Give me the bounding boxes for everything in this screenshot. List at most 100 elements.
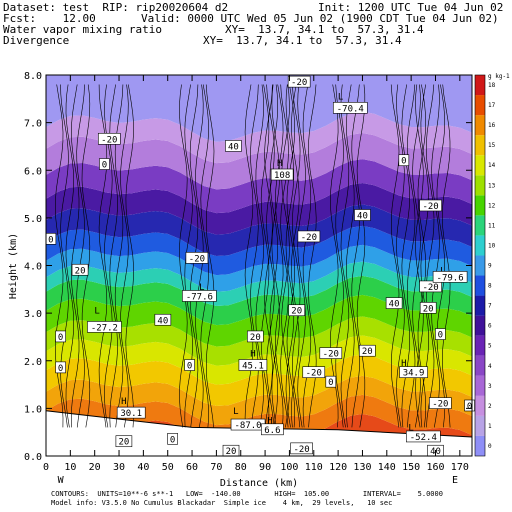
- contour-label: -20: [422, 283, 438, 293]
- contour-label: 0: [467, 402, 472, 412]
- contour-label-box: [302, 366, 326, 378]
- contour-label: -20: [189, 254, 205, 264]
- moisture-band: [46, 375, 472, 426]
- y-tick-label: 3.0: [24, 309, 42, 320]
- extremum-marker: H: [401, 359, 406, 369]
- moisture-band: [46, 294, 472, 347]
- contour-label-box: [185, 252, 209, 264]
- contour-label-box: [332, 102, 368, 114]
- x-tick-label: 110: [305, 462, 323, 473]
- contour-label-box: [55, 361, 66, 374]
- contour-label-box: [297, 230, 321, 243]
- x-tick-label: 50: [162, 462, 174, 473]
- colorbar-label: 9: [488, 263, 492, 270]
- colorbar-swatch: [475, 195, 485, 216]
- cross-section-endpoints-2: XY= 13.7, 34.1 to 57.3, 31.4: [203, 34, 402, 47]
- contour-label-box: [399, 366, 428, 378]
- divergence-contour: [329, 84, 339, 428]
- colorbar-swatch: [475, 155, 485, 176]
- colorbar-swatch: [475, 235, 485, 256]
- x-tick-label: 100: [280, 462, 298, 473]
- x-tick-label: 130: [353, 462, 371, 473]
- colorbar-label: 12: [488, 202, 496, 209]
- contour-label-box: [97, 132, 121, 145]
- contour-label: -27.2: [91, 323, 118, 333]
- contour-label: -79.6: [437, 273, 464, 283]
- contour-label: -20: [422, 202, 438, 212]
- contour-label: -20: [432, 400, 448, 410]
- contour-label: 0: [187, 362, 192, 372]
- colorbar-label: 10: [488, 242, 496, 249]
- colorbar-swatch: [475, 375, 485, 396]
- moisture-band: [46, 159, 472, 214]
- x-tick-label: 150: [402, 462, 420, 473]
- forecast-hour: Fcst: 12.00: [3, 12, 96, 25]
- x-tick-label: 160: [426, 462, 444, 473]
- contour-label-box: [167, 433, 178, 445]
- extremum-marker: L: [338, 92, 343, 102]
- colorbar-label: 8: [488, 283, 492, 290]
- field-name-1: Water vapor mixing ratio: [3, 23, 162, 36]
- contour-label: 40: [357, 211, 368, 221]
- colorbar-swatch: [475, 335, 485, 356]
- x-tick-label: 20: [89, 462, 101, 473]
- endpoint-west: W: [58, 475, 65, 486]
- colorbar-label: 14: [488, 162, 496, 169]
- colorbar-label: 2: [488, 403, 492, 410]
- contour-label: 0: [48, 235, 53, 245]
- extremum-marker: H: [250, 350, 255, 360]
- contour-label-box: [55, 330, 66, 343]
- contour-label-box: [154, 313, 172, 326]
- colorbar-label: 16: [488, 122, 496, 129]
- divergence-contour: [340, 84, 350, 428]
- colorbar-label: 15: [488, 142, 496, 149]
- divergence-contour: [441, 84, 451, 428]
- contour-label: -20: [101, 135, 117, 145]
- divergence-contour: [396, 84, 405, 428]
- contour-label-box: [359, 344, 376, 357]
- endpoint-east: E: [452, 475, 458, 486]
- divergence-contour: [269, 84, 279, 428]
- colorbar-swatch: [475, 215, 485, 236]
- colorbar-swatch: [475, 175, 485, 196]
- moisture-band: [46, 132, 472, 190]
- extremum-marker: L: [408, 423, 413, 433]
- colorbar-swatch: [475, 95, 485, 116]
- contour-label: 108: [274, 171, 290, 181]
- contour-label-box: [419, 302, 437, 314]
- extremum-marker: L: [233, 407, 238, 417]
- contour-label: -20: [291, 78, 307, 88]
- contour-label-box: [87, 321, 122, 333]
- contour-label-box: [71, 263, 89, 276]
- contour-label-box: [225, 140, 242, 152]
- x-tick-label: 140: [378, 462, 396, 473]
- divergence-contour: [346, 84, 355, 428]
- contour-label: -77.6: [186, 292, 213, 302]
- divergence-contour: [351, 84, 360, 428]
- contour-label: 0: [401, 157, 406, 167]
- colorbar-swatch: [475, 415, 485, 436]
- y-tick-label: 8.0: [24, 71, 42, 82]
- divergence-contour: [291, 84, 300, 428]
- x-tick-label: 70: [210, 462, 222, 473]
- contour-label-box: [354, 209, 371, 221]
- moisture-band: [46, 354, 472, 407]
- divergence-contour: [297, 84, 306, 428]
- contour-label: 20: [226, 447, 237, 457]
- x-tick-label: 40: [137, 462, 149, 473]
- divergence-contour: [125, 84, 134, 428]
- contour-label-box: [182, 290, 217, 302]
- contour-label-box: [435, 328, 446, 340]
- colorbar-label: 4: [488, 363, 492, 370]
- colorbar-label: 3: [488, 383, 492, 390]
- extremum-marker: L: [199, 283, 204, 293]
- model-info: Model info: V3.5.0 No Cumulus Blackadar …: [51, 499, 393, 507]
- contour-label-box: [270, 168, 294, 181]
- x-tick-label: 120: [329, 462, 347, 473]
- contour-label: 20: [423, 304, 434, 314]
- divergence-contour: [436, 84, 446, 428]
- contour-label-box: [99, 158, 110, 170]
- moisture-band: [46, 275, 472, 326]
- divergence-contour: [292, 84, 301, 428]
- colorbar-label: 6: [488, 323, 492, 330]
